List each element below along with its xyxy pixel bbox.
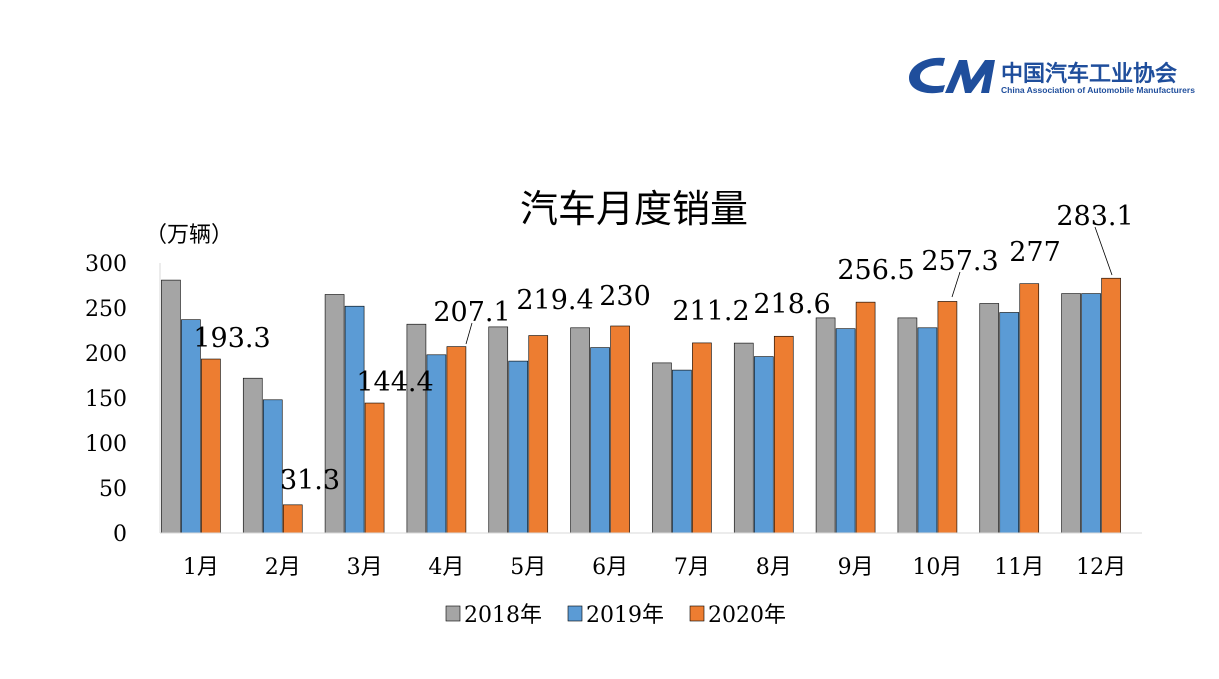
bars [161, 277, 1121, 534]
legend-swatch-2020年 [689, 605, 705, 622]
x-tick-label: 2月 [265, 555, 301, 580]
data-label-2020-9月: 256.5 [837, 255, 914, 286]
bar-2019年-12月 [1081, 293, 1101, 534]
bar-2019年-10月 [917, 327, 938, 534]
x-tick-label: 4月 [428, 555, 464, 580]
bar-2020年-7月 [692, 342, 712, 534]
bar-2020年-1月 [201, 358, 221, 534]
leader-line [951, 271, 961, 298]
data-label-2020-3月: 144.4 [356, 367, 433, 398]
bar-2018年-1月 [161, 279, 181, 534]
logo-english-name: China Association of Automobile Manufact… [1001, 85, 1195, 95]
bar-2020年-2月 [282, 504, 303, 534]
bar-2018年-8月 [733, 342, 754, 534]
x-tick-label: 12月 [1076, 555, 1126, 580]
cam-logo: 中国汽车工业协会 China Association of Automobile… [905, 52, 1205, 102]
legend-swatch-2019年 [567, 605, 583, 622]
bar-2018年-3月 [324, 294, 345, 534]
data-label-2020-2月: 31.3 [280, 465, 340, 496]
data-label-2020-10月: 257.3 [921, 246, 998, 277]
bar-2019年-3月 [344, 305, 365, 534]
logo-name: 中国汽车工业协会 [1001, 62, 1178, 87]
x-axis: 1月 2月 3月 4月 5月 6月 7月 8月 9月 10月 11月 12月 [160, 532, 1142, 580]
y-axis-unit: （万辆） [145, 223, 233, 248]
bar-2020年-9月 [855, 301, 876, 534]
legend-label-2018年: 2018年 [464, 603, 542, 628]
bar-2019年-7月 [672, 369, 692, 534]
cam-logo-icon [909, 57, 995, 94]
legend-swatch-2018年 [445, 605, 461, 622]
bar-2019年-5月 [508, 360, 529, 534]
legend-label-2020年: 2020年 [708, 603, 786, 628]
bar-2018年-10月 [897, 317, 918, 534]
legend-label-2019年: 2019年 [586, 603, 664, 628]
data-label-2020-6月: 230 [599, 281, 651, 312]
bar-2020年-6月 [610, 325, 630, 534]
bar-2019年-11月 [999, 312, 1020, 534]
x-tick-label: 8月 [756, 555, 792, 580]
y-tick-label: 100 [85, 432, 127, 457]
legend: 2018年 2019年 2020年 [445, 603, 786, 628]
chart-title: 汽车月度销量 [520, 187, 748, 231]
leader-line [465, 322, 473, 345]
data-labels: 193.3 31.3 144.4 207.1 219.4 230 211.2 218.6256… [193, 201, 1133, 496]
bar-2018年-5月 [488, 326, 509, 534]
bar-2018年-7月 [652, 362, 672, 534]
x-tick-label: 9月 [838, 555, 874, 580]
x-tick-label: 10月 [912, 555, 962, 580]
data-label-2020-8月: 218.6 [753, 289, 830, 320]
data-label-2020-12月: 283.1 [1056, 201, 1133, 232]
x-tick-label: 6月 [592, 555, 628, 580]
data-label-2020-4月: 207.1 [433, 297, 510, 328]
x-tick-label: 7月 [674, 555, 710, 580]
x-tick-label: 5月 [510, 555, 546, 580]
y-tick-label: 150 [85, 387, 127, 412]
bar-2020年-3月 [364, 402, 385, 534]
bar-2019年-6月 [590, 347, 610, 534]
y-tick-label: 50 [99, 477, 127, 502]
bar-2020年-4月 [446, 346, 467, 534]
data-label-2020-11月: 277 [1009, 237, 1061, 268]
data-label-2020-5月: 219.4 [516, 285, 593, 316]
y-tick-label: 250 [85, 297, 127, 322]
bar-2018年-9月 [815, 317, 836, 534]
bar-2020年-12月 [1101, 277, 1121, 534]
x-tick-label: 1月 [183, 555, 219, 580]
bar-2018年-12月 [1061, 293, 1081, 534]
bar-2018年-11月 [979, 303, 1000, 534]
data-label-2020-1月: 193.3 [193, 323, 270, 354]
bar-2018年-6月 [570, 327, 590, 534]
x-tick-label: 3月 [347, 555, 383, 580]
y-tick-label: 200 [85, 342, 127, 367]
y-axis: 0 50 100 150 200 250 300 [85, 252, 161, 547]
x-tick-label: 11月 [994, 555, 1044, 580]
bar-2020年-8月 [773, 335, 794, 534]
bar-2018年-4月 [406, 323, 427, 534]
leader-line [1094, 226, 1113, 276]
y-tick-label: 0 [113, 522, 127, 547]
bar-2019年-9月 [835, 328, 856, 534]
bar-2020年-11月 [1019, 283, 1040, 534]
bar-2020年-10月 [937, 301, 958, 534]
bar-2019年-8月 [753, 356, 774, 534]
y-tick-label: 300 [85, 252, 127, 277]
bar-2020年-5月 [528, 335, 549, 534]
bar-2018年-2月 [242, 377, 263, 534]
data-label-2020-7月: 211.2 [672, 296, 749, 327]
